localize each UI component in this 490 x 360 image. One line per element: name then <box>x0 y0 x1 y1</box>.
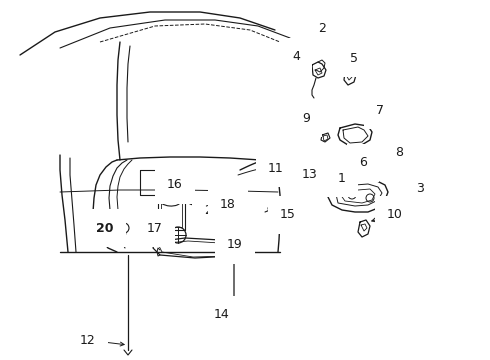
Text: 11: 11 <box>268 162 284 175</box>
Text: 9: 9 <box>302 112 310 125</box>
Text: 7: 7 <box>376 104 384 117</box>
Text: 20: 20 <box>96 221 114 234</box>
Text: 15: 15 <box>280 208 296 221</box>
Text: 12: 12 <box>80 333 96 346</box>
Text: 13: 13 <box>302 168 318 181</box>
Text: 16: 16 <box>167 179 183 192</box>
Text: 1: 1 <box>338 171 346 184</box>
Text: 8: 8 <box>395 145 403 158</box>
Text: 21: 21 <box>204 203 220 216</box>
Text: 17: 17 <box>147 221 163 234</box>
Text: 14: 14 <box>214 309 230 321</box>
Text: 3: 3 <box>416 181 424 194</box>
Text: 2: 2 <box>318 22 326 35</box>
Text: 5: 5 <box>350 51 358 64</box>
Text: 19: 19 <box>227 238 243 252</box>
Text: 10: 10 <box>387 208 403 221</box>
Text: 18: 18 <box>220 198 236 211</box>
Text: 4: 4 <box>292 50 300 63</box>
Text: 6: 6 <box>359 157 367 170</box>
